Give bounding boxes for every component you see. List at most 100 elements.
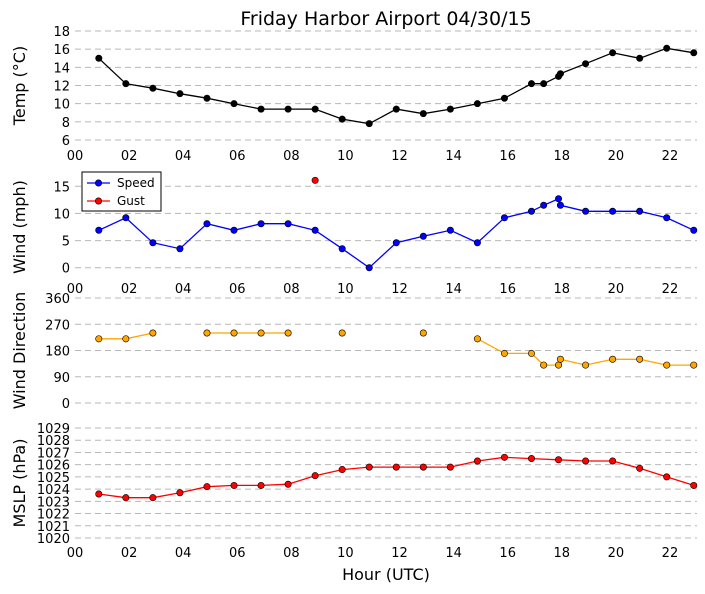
x-tick-label: 00 — [67, 282, 84, 297]
data-point — [122, 80, 130, 88]
x-tick-label: 08 — [283, 149, 300, 164]
legend-marker — [95, 197, 103, 205]
x-tick-label: 08 — [283, 546, 300, 561]
y-tick-label: 0 — [62, 397, 70, 412]
data-point — [556, 201, 564, 209]
data-point — [500, 349, 508, 357]
data-point — [311, 226, 319, 234]
panel-2: 0 5 10 15 00 02 04 06 08 10 12 14 16 18 20 22 Wind (mph)… — [10, 171, 698, 297]
x-tick-label: 22 — [662, 546, 679, 561]
data-point — [365, 120, 373, 128]
data-point — [690, 361, 698, 369]
data-point — [690, 481, 698, 489]
y-tick-label: 16 — [53, 43, 70, 58]
data-point — [663, 214, 671, 222]
data-point — [122, 335, 130, 343]
x-tick-label: 08 — [283, 282, 300, 297]
data-point — [149, 329, 157, 337]
data-point — [365, 264, 373, 272]
data-point — [230, 226, 238, 234]
data-point — [500, 453, 508, 461]
data-point — [338, 245, 346, 253]
data-point — [257, 481, 265, 489]
y-tick-label: 18 — [53, 25, 70, 40]
data-point — [365, 463, 373, 471]
data-point — [609, 355, 617, 363]
x-tick-label: 16 — [499, 282, 516, 297]
data-point — [230, 481, 238, 489]
data-point — [230, 100, 238, 108]
data-point — [392, 105, 400, 113]
data-point — [636, 54, 644, 62]
series-line — [477, 338, 694, 366]
x-tick-label: 02 — [121, 282, 138, 297]
data-point — [149, 239, 157, 247]
data-point — [338, 115, 346, 123]
data-point — [419, 110, 427, 118]
data-point — [555, 456, 563, 464]
data-point — [392, 463, 400, 471]
data-point — [527, 349, 535, 357]
y-tick-label: 5 — [62, 235, 70, 250]
x-tick-label: 16 — [499, 149, 516, 164]
x-tick-label: 12 — [391, 546, 408, 561]
x-tick-label: 16 — [499, 546, 516, 561]
data-point — [95, 335, 103, 343]
data-point — [176, 90, 184, 98]
y-axis-label: MSLP (hPa) — [10, 439, 29, 528]
data-point — [419, 329, 427, 337]
x-axis-label: Hour (UTC) — [342, 565, 430, 584]
y-tick-label: 1023 — [37, 495, 70, 510]
y-tick-label: 10 — [53, 98, 70, 113]
data-point — [690, 49, 698, 57]
x-tick-label: 10 — [337, 282, 354, 297]
y-tick-label: 8 — [62, 116, 70, 131]
data-point — [338, 329, 346, 337]
y-tick-label: 360 — [45, 292, 70, 307]
data-point — [663, 44, 671, 52]
legend: Speed Gust — [81, 171, 162, 212]
legend-label: Gust — [117, 194, 145, 208]
x-tick-label: 00 — [67, 149, 84, 164]
data-point — [582, 60, 590, 68]
y-tick-label: 15 — [53, 180, 70, 195]
data-point — [284, 329, 292, 337]
data-point — [311, 105, 319, 113]
x-tick-label: 18 — [554, 149, 571, 164]
data-point — [446, 463, 454, 471]
data-point — [149, 84, 157, 92]
x-tick-label: 22 — [662, 149, 679, 164]
y-tick-label: 1027 — [37, 446, 70, 461]
data-point — [636, 355, 644, 363]
data-point — [663, 473, 671, 481]
y-tick-label: 12 — [53, 80, 70, 95]
y-tick-label: 1028 — [37, 434, 70, 449]
y-tick-label: 1025 — [37, 471, 70, 486]
x-tick-label: 14 — [445, 546, 462, 561]
x-tick-label: 10 — [337, 546, 354, 561]
y-tick-label: 10 — [53, 207, 70, 222]
x-tick-label: 22 — [662, 282, 679, 297]
data-point — [540, 201, 548, 209]
x-tick-label: 02 — [121, 546, 138, 561]
panel-4: 1020102110221023102410251026102710281029… — [10, 422, 698, 561]
x-tick-label: 14 — [445, 282, 462, 297]
data-point — [257, 220, 265, 228]
data-point — [500, 94, 508, 102]
x-tick-label: 20 — [608, 546, 625, 561]
x-tick-label: 14 — [445, 149, 462, 164]
y-tick-label: 1024 — [37, 483, 70, 498]
data-point — [582, 457, 590, 465]
data-point — [636, 207, 644, 215]
x-tick-label: 04 — [175, 149, 192, 164]
series-line — [98, 197, 695, 269]
data-point — [311, 472, 319, 480]
data-point — [540, 80, 548, 88]
chart-title: Friday Harbor Airport 04/30/15 — [240, 8, 531, 30]
x-tick-label: 06 — [229, 149, 246, 164]
data-point — [122, 494, 130, 502]
data-point — [527, 207, 535, 215]
data-point — [473, 457, 481, 465]
data-point — [446, 226, 454, 234]
